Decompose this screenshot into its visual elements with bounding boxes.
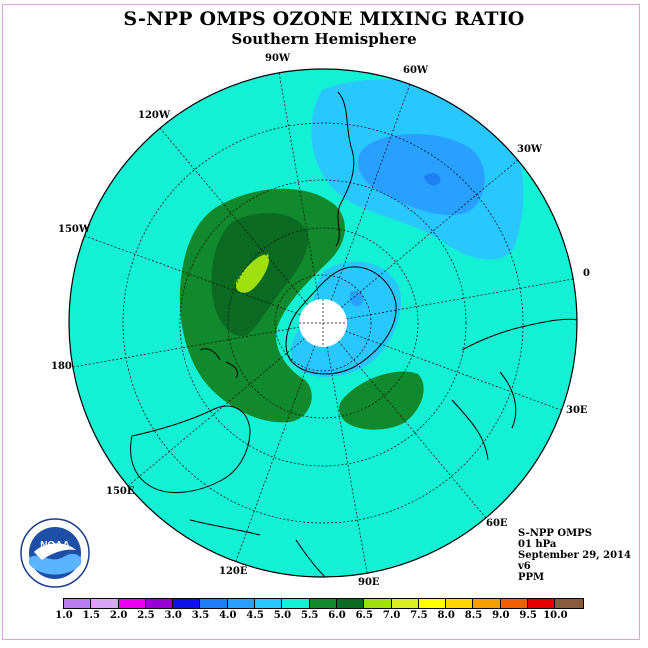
colorbar-ticks: 1.0 1.5 2.0 2.5 3.0 3.5 4.0 4.5 5.0 5.5 6.0 6.5 7.0 7…: [0, 610, 648, 624]
product-info: S-NPP OMPS 01 hPa September 29, 2014 v6 …: [518, 528, 631, 583]
contour-6.5-spot: [235, 254, 270, 293]
colorbar-swatch: [227, 599, 256, 608]
new-zealand-outline: [199, 348, 239, 379]
colorbar-tick-label: 1.5: [82, 610, 100, 621]
lon-label-180: 180: [51, 361, 72, 372]
colorbar-tick-label: 2.0: [109, 610, 128, 621]
colorbar-swatch: [255, 599, 283, 608]
colorbar-tick-label: 7.0: [382, 610, 401, 621]
colorbar-swatch: [364, 599, 392, 608]
figure-frame: [2, 4, 640, 640]
colorbar-swatch: [309, 599, 337, 608]
colorbar-swatch: [500, 599, 529, 608]
info-pressure: 01 hPa: [518, 539, 557, 550]
indonesia-outline: [189, 519, 327, 577]
info-instrument: S-NPP OMPS: [518, 528, 592, 539]
noaa-logo-text: NOAA: [40, 540, 69, 551]
colorbar-swatch: [418, 599, 447, 608]
lon-label-60e: 60E: [486, 518, 508, 529]
colorbar-tick-label: 8.0: [437, 610, 455, 621]
colorbar-swatch: [391, 599, 419, 608]
colorbar-tick-label: 10.0: [543, 610, 568, 621]
colorbar-tick-label: 6.5: [355, 610, 373, 621]
lon-label-0: 0: [583, 268, 590, 279]
colorbar-swatch: [173, 599, 201, 608]
colorbar-swatch: [200, 599, 228, 608]
colorbar-swatch: [336, 599, 365, 608]
colorbar-swatch: [528, 599, 556, 608]
colorbar-tick-label: 3.0: [164, 610, 182, 621]
contour-3.5-polar: [349, 290, 364, 307]
colorbar-tick-label: 4.0: [219, 610, 237, 621]
colorbar-swatch: [145, 599, 174, 608]
info-date: September 29, 2014: [518, 550, 631, 561]
lon-label-90e: 90E: [358, 577, 380, 588]
colorbar-tick-label: 7.5: [410, 610, 428, 621]
info-units: PPM: [518, 572, 545, 583]
lon-label-60w: 60W: [403, 65, 429, 76]
lon-label-90w: 90W: [265, 53, 291, 64]
colorbar-tick-label: 8.5: [464, 610, 483, 621]
contour-3.5-region: [358, 133, 485, 216]
colorbar-swatch: [91, 599, 119, 608]
contour-5.5-patch-east: [339, 371, 424, 430]
australia-outline: [130, 405, 251, 493]
colorbar: [63, 598, 584, 609]
colorbar-tick-label: 9.0: [492, 610, 510, 621]
contour-3.0-spot: [424, 173, 441, 186]
lon-label-120w: 120W: [138, 110, 171, 121]
noaa-logo: NOAA: [20, 518, 90, 588]
antarctica-outline: [285, 266, 397, 375]
lon-label-120e: 120E: [219, 566, 248, 577]
colorbar-swatch: [555, 599, 583, 608]
colorbar-swatch: [64, 599, 92, 608]
map-title: S-NPP OMPS OZONE MIXING RATIO: [123, 8, 525, 30]
colorbar-swatch: [118, 599, 146, 608]
colorbar-swatch: [473, 599, 501, 608]
colorbar-tick-label: 1.0: [55, 610, 73, 621]
africa-outline: [451, 318, 577, 461]
lon-label-150w: 150W: [58, 224, 91, 235]
colorbar-tick-label: 6.0: [328, 610, 346, 621]
colorbar-tick-label: 9.5: [519, 610, 537, 621]
lon-label-30w: 30W: [517, 144, 543, 155]
colorbar-tick-label: 2.5: [137, 610, 155, 621]
colorbar-tick-label: 5.5: [300, 610, 319, 621]
map-disk-border: [68, 68, 578, 578]
lon-label-150e: 150E: [106, 486, 135, 497]
colorbar-tick-label: 5.0: [273, 610, 292, 621]
colorbar-tick-label: 4.5: [246, 610, 264, 621]
colorbar-tick-label: 3.5: [191, 610, 210, 621]
colorbar-swatch: [446, 599, 474, 608]
lon-label-30e: 30E: [566, 405, 588, 416]
info-version: v6: [518, 561, 531, 572]
colorbar-swatch: [282, 599, 310, 608]
map-subtitle: Southern Hemisphere: [231, 30, 417, 48]
